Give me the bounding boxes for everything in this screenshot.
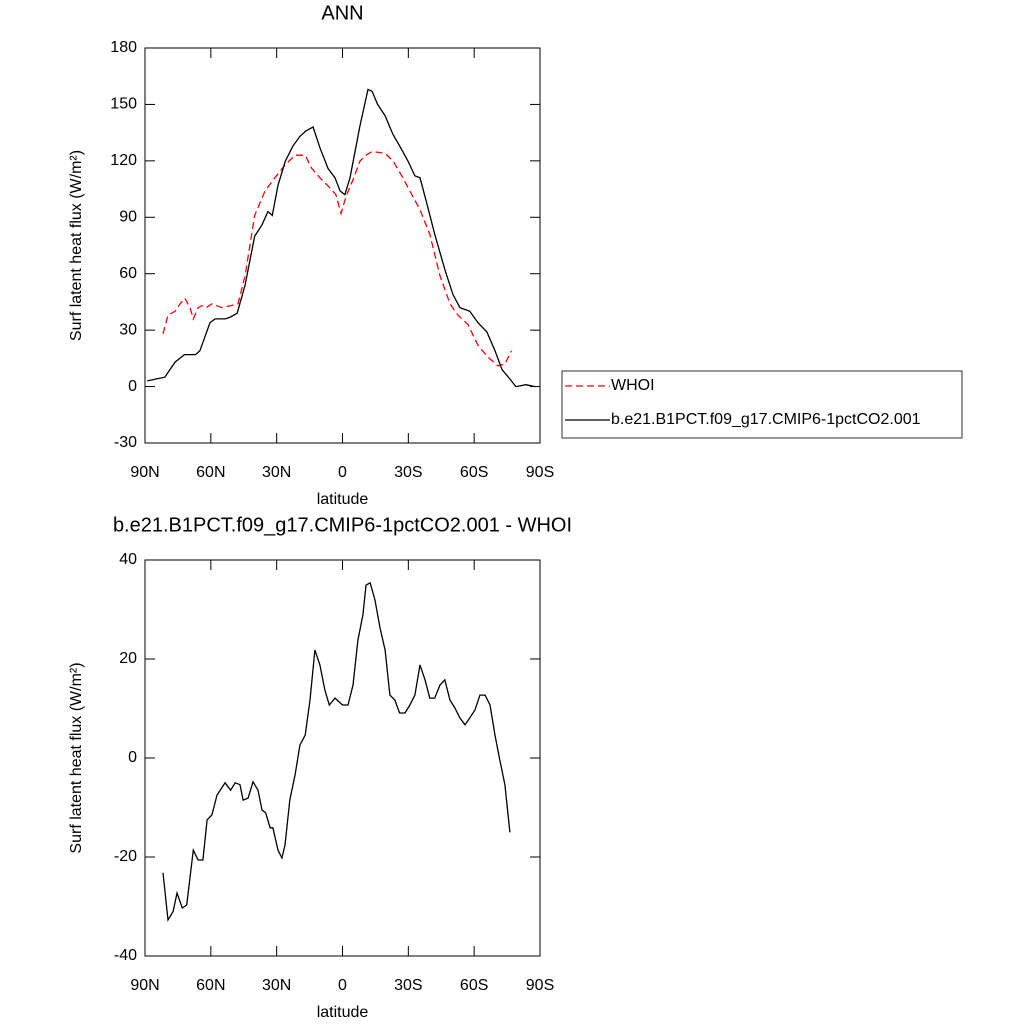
y-tick-label: 120 (110, 152, 137, 169)
y-tick-label: -30 (114, 434, 137, 451)
series-line (147, 88, 536, 388)
x-tick-label: 90N (130, 977, 159, 994)
y-tick-label: -40 (114, 947, 137, 964)
plot-frame (144, 559, 541, 957)
x-axis-label: latitude (317, 1004, 369, 1021)
plot-frame (144, 47, 541, 444)
x-axis-label: latitude (317, 491, 369, 508)
y-tick-label: 30 (119, 321, 137, 338)
x-tick-label: 60S (460, 977, 488, 994)
legend-label: WHOI (611, 377, 655, 394)
x-tick-label: 90S (526, 464, 554, 481)
y-axis-label: Surf latent heat flux (W/m²) (68, 662, 85, 853)
legend-box (561, 370, 963, 439)
series-line (162, 150, 513, 367)
chart-title: ANN (321, 2, 363, 24)
chart-title: b.e21.B1PCT.f09_g17.CMIP6-1pctCO2.001 - … (113, 514, 572, 536)
x-tick-label: 60S (460, 464, 488, 481)
x-tick-label: 60N (196, 464, 225, 481)
y-tick-label: 90 (119, 209, 137, 226)
x-tick-label: 30S (394, 464, 422, 481)
y-axis-label: Surf latent heat flux (W/m²) (68, 150, 85, 341)
x-tick-label: 30N (262, 977, 291, 994)
y-tick-label: 0 (128, 378, 137, 395)
x-tick-label: 0 (338, 464, 347, 481)
x-tick-label: 60N (196, 977, 225, 994)
x-tick-label: 30S (394, 977, 422, 994)
y-tick-label: 20 (119, 650, 137, 667)
y-tick-label: 0 (128, 749, 137, 766)
series-line (162, 581, 511, 922)
x-tick-label: 30N (262, 464, 291, 481)
y-tick-label: -20 (114, 848, 137, 865)
y-tick-label: 150 (110, 96, 137, 113)
legend-label: b.e21.B1PCT.f09_g17.CMIP6-1pctCO2.001 (611, 411, 921, 428)
x-tick-label: 90S (526, 977, 554, 994)
x-tick-label: 0 (338, 977, 347, 994)
y-tick-label: 180 (110, 39, 137, 56)
x-tick-label: 90N (130, 464, 159, 481)
y-tick-label: 40 (119, 551, 137, 568)
y-tick-label: 60 (119, 265, 137, 282)
